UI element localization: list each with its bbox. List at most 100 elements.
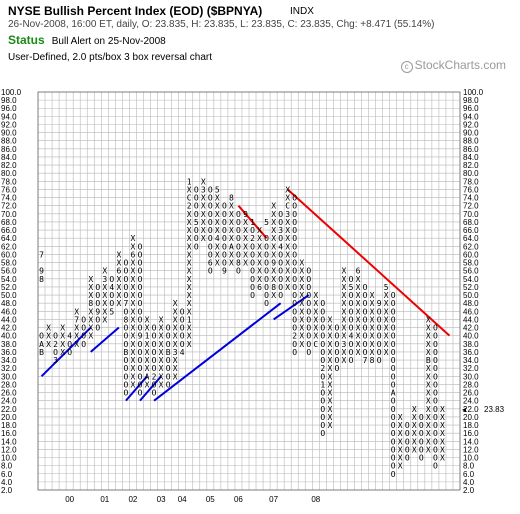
x-box: X <box>299 340 304 349</box>
x-box: X <box>229 202 234 211</box>
o-box: O <box>292 234 297 243</box>
o-box: O <box>194 226 199 235</box>
o-box: O <box>377 332 382 341</box>
month-marker: 7 <box>124 299 129 308</box>
o-box: O <box>377 340 382 349</box>
ohlc-line: 26-Nov-2008, 16:00 ET, daily, O: 23.835,… <box>8 19 435 30</box>
x-box: X <box>271 226 276 235</box>
x-box: X <box>145 364 150 373</box>
x-box: X <box>342 332 347 341</box>
x-box: X <box>356 332 361 341</box>
x-box: X <box>215 259 220 268</box>
x-year-label: 05 <box>206 495 215 504</box>
x-box: X <box>215 210 220 219</box>
x-box: X <box>412 437 417 446</box>
x-box: X <box>398 413 403 422</box>
y-tick-label-left: 66.0 <box>1 226 17 235</box>
o-box: O <box>278 218 283 227</box>
y-tick-label-right: 50.0 <box>463 291 479 300</box>
o-box: O <box>391 291 396 300</box>
x-box: X <box>271 210 276 219</box>
x-box: X <box>88 291 93 300</box>
o-box: O <box>292 210 297 219</box>
y-tick-label-left: 46.0 <box>1 307 17 316</box>
o-box: O <box>194 242 199 251</box>
o-box: O <box>292 307 297 316</box>
o-box: O <box>391 413 396 422</box>
x-box: X <box>426 372 431 381</box>
trend-lines <box>40 188 451 402</box>
o-box: O <box>349 299 354 308</box>
month-marker: 5 <box>349 283 354 292</box>
o-box: O <box>95 324 100 333</box>
x-box: X <box>426 340 431 349</box>
x-box: X <box>370 315 375 324</box>
month-marker: C <box>313 340 318 349</box>
x-box: X <box>243 242 248 251</box>
x-box: X <box>159 324 164 333</box>
x-box: X <box>159 372 164 381</box>
o-box: O <box>109 275 114 284</box>
o-box: O <box>124 324 129 333</box>
o-box: O <box>349 356 354 365</box>
x-box: X <box>384 291 389 300</box>
y-tick-label-right: 44.0 <box>463 315 479 324</box>
x-box: X <box>159 332 164 341</box>
x-box: X <box>313 307 318 316</box>
y-tick-label-left: 86.0 <box>1 145 17 154</box>
o-box: O <box>292 348 297 357</box>
o-box: O <box>138 267 143 276</box>
x-box: X <box>342 356 347 365</box>
x-box: X <box>440 413 445 422</box>
y-tick-label-right: 72.0 <box>463 202 479 211</box>
y-tick-label-right: 64.0 <box>463 234 479 243</box>
x-box: X <box>88 275 93 284</box>
last-price-arrow: ◂ <box>462 405 466 414</box>
x-box: X <box>46 324 51 333</box>
plot-frame <box>37 91 461 491</box>
o-box: O <box>138 275 143 284</box>
o-box: O <box>124 332 129 341</box>
x-box: X <box>426 405 431 414</box>
x-box: X <box>187 340 192 349</box>
o-box: O <box>250 283 255 292</box>
x-box: X <box>173 299 178 308</box>
o-box: O <box>405 437 410 446</box>
x-box: X <box>384 307 389 316</box>
y-tick-label-left: 34.0 <box>1 356 17 365</box>
y-tick-label-left: 84.0 <box>1 153 17 162</box>
x-box: X <box>116 250 121 259</box>
o-box: O <box>264 283 269 292</box>
o-box: O <box>363 332 368 341</box>
o-box: O <box>166 340 171 349</box>
x-box: X <box>342 315 347 324</box>
x-box: X <box>370 348 375 357</box>
o-box: O <box>433 380 438 389</box>
o-box: O <box>180 340 185 349</box>
o-box: O <box>405 454 410 463</box>
x-year-label: 08 <box>311 495 320 504</box>
x-box: X <box>327 372 332 381</box>
x-box: X <box>131 307 136 316</box>
y-axis-right: 2.04.06.08.010.012.014.016.018.020.022.0… <box>463 88 484 495</box>
x-box: X <box>412 405 417 414</box>
o-box: O <box>138 299 143 308</box>
x-box: X <box>384 332 389 341</box>
o-box: O <box>306 348 311 357</box>
o-box: O <box>166 372 171 381</box>
o-box: O <box>292 299 297 308</box>
x-box: X <box>342 283 347 292</box>
y-tick-label-right: 20.0 <box>463 413 479 422</box>
month-marker: B <box>426 356 431 365</box>
o-box: O <box>335 332 340 341</box>
o-box: O <box>349 291 354 300</box>
y-tick-label-right: 10.0 <box>463 454 479 463</box>
o-box: O <box>292 275 297 284</box>
o-box: O <box>222 259 227 268</box>
x-year-label: 00 <box>65 495 74 504</box>
month-marker: C <box>187 194 192 203</box>
x-box: X <box>187 250 192 259</box>
o-box: O <box>391 429 396 438</box>
month-marker: A <box>229 242 234 251</box>
o-box: O <box>166 332 171 341</box>
